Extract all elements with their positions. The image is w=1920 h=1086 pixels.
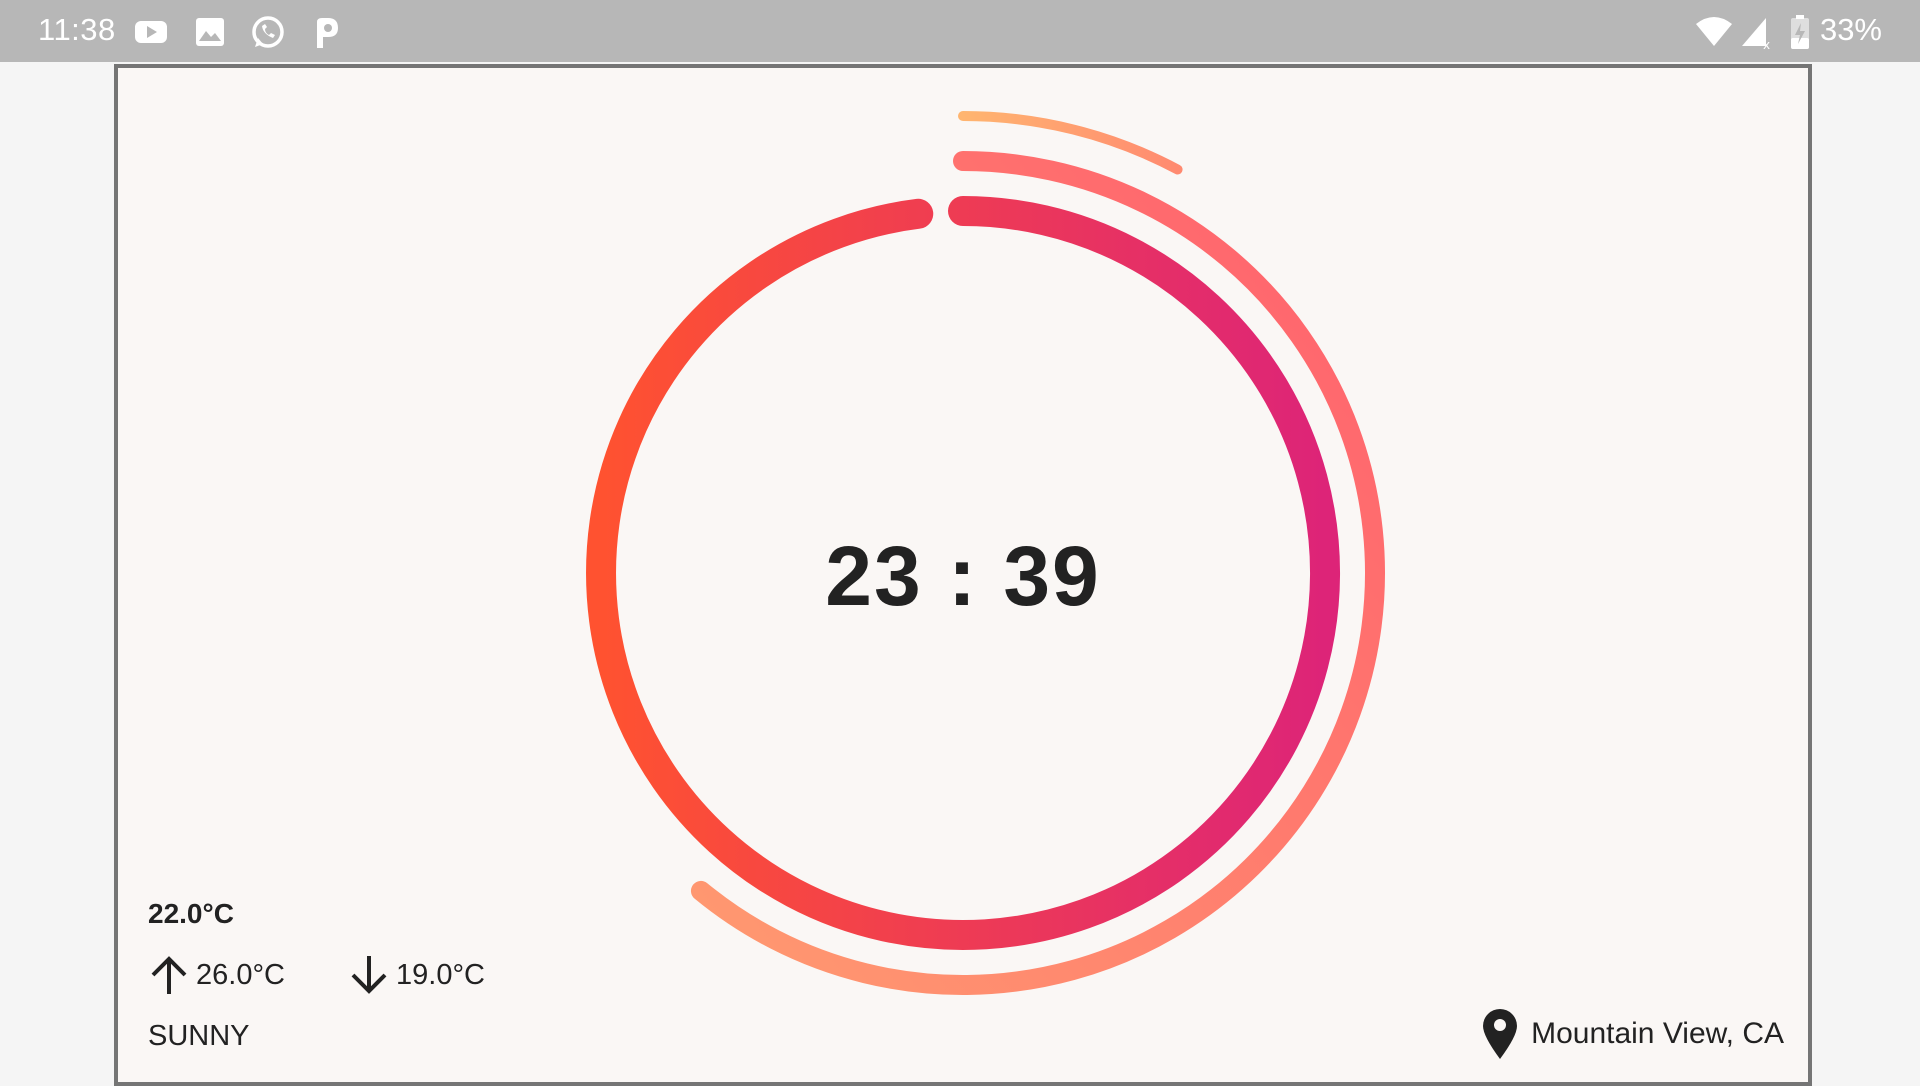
- max-temperature-value: 26.0°C: [196, 958, 285, 991]
- location: Mountain View, CA: [1481, 1008, 1784, 1060]
- weather-condition: SUNNY: [148, 1020, 250, 1052]
- clock-rings: [586, 111, 1385, 995]
- location-pin-icon: [1483, 1009, 1518, 1059]
- hours-arc: [586, 196, 1341, 950]
- location-name: Mountain View, CA: [1531, 1017, 1784, 1050]
- status-bar: 11:38 x 33%: [0, 0, 1920, 62]
- battery-icon: [1791, 15, 1809, 49]
- p-app-icon: [317, 18, 338, 48]
- svg-text:x: x: [1763, 38, 1770, 50]
- whatsapp-icon: [252, 16, 284, 48]
- min-temperature-value: 19.0°C: [396, 958, 485, 991]
- arrow-down-icon: [351, 956, 387, 994]
- seconds-arc: [958, 111, 1183, 175]
- signal-icon: x: [1742, 18, 1770, 50]
- wifi-icon: [1696, 17, 1732, 46]
- current-temperature: 22.0°C: [148, 898, 234, 929]
- minutes-arc: [690, 151, 1385, 995]
- battery-percentage: 33%: [1819, 12, 1882, 47]
- youtube-icon: [135, 21, 167, 43]
- clock-time: 23 : 39: [825, 529, 1101, 623]
- clock-display-frame: 23 : 39 22.0°C 26.0°C 19.0°C SUNNY Mount…: [114, 64, 1812, 1086]
- gallery-icon: [196, 18, 224, 46]
- max-temperature: 26.0°C: [148, 954, 285, 996]
- status-time: 11:38: [38, 12, 116, 47]
- min-temperature: 19.0°C: [348, 954, 485, 996]
- arrow-up-icon: [151, 956, 187, 994]
